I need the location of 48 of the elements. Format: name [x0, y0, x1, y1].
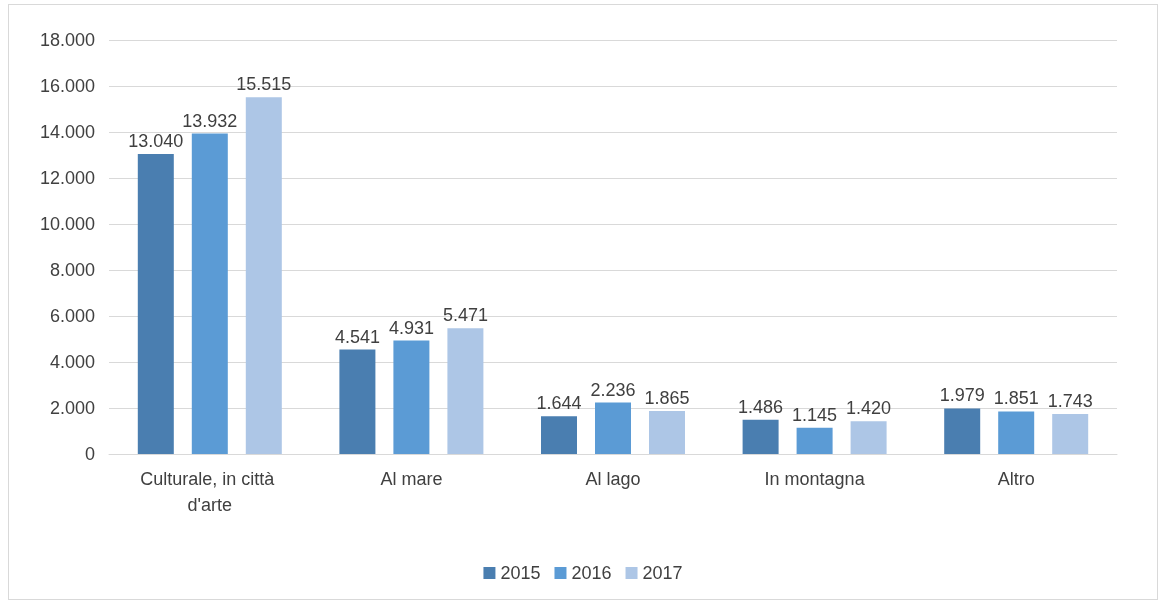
- bar: [850, 421, 887, 454]
- data-label: 1.644: [536, 393, 582, 414]
- legend-label: 2017: [642, 563, 683, 583]
- y-tick-label: 12.000: [39, 168, 95, 188]
- bar: [796, 427, 833, 454]
- bar: [541, 416, 577, 454]
- bar: [393, 340, 430, 454]
- y-tick-label: 14.000: [39, 122, 95, 142]
- bar: [245, 97, 282, 454]
- bar: [649, 411, 685, 454]
- y-tick-label: 2.000: [49, 398, 95, 418]
- bar: [447, 328, 484, 454]
- data-label: 5.471: [442, 305, 488, 326]
- x-tick-label: Al mare: [380, 469, 443, 489]
- y-tick-label: 0: [84, 444, 95, 464]
- bar: [998, 411, 1035, 454]
- bar: [742, 419, 779, 454]
- data-label: 13.040: [128, 131, 184, 152]
- data-label: 1.865: [644, 388, 690, 409]
- data-label: 1.486: [738, 396, 784, 417]
- y-tick-label: 10.000: [39, 214, 95, 234]
- bar: [191, 133, 228, 454]
- bar: [137, 154, 174, 454]
- x-tick-label: Al lago: [585, 469, 641, 489]
- bar: [944, 408, 981, 454]
- data-label: 2.236: [590, 379, 636, 400]
- y-tick-label: 6.000: [49, 306, 95, 326]
- data-label: 1.743: [1047, 390, 1093, 411]
- data-label: 13.932: [182, 110, 238, 131]
- data-label: 15.515: [236, 74, 292, 95]
- x-tick-label: Culturale, in città d'arte: [140, 469, 280, 515]
- bar: [595, 402, 631, 454]
- y-tick-label: 4.000: [49, 352, 95, 372]
- x-tick-label: In montagna: [764, 469, 866, 489]
- bar: [1052, 413, 1089, 454]
- data-label: 1.420: [846, 398, 892, 419]
- data-label: 1.851: [993, 388, 1039, 409]
- x-tick-label: Altro: [997, 469, 1035, 489]
- data-label: 4.541: [334, 326, 380, 347]
- legend-label: 2015: [500, 563, 541, 583]
- legend-label: 2016: [571, 563, 612, 583]
- y-tick-label: 8.000: [49, 260, 95, 280]
- y-tick-label: 16.000: [39, 76, 95, 96]
- bar: [339, 349, 376, 454]
- y-tick-label: 18.000: [39, 30, 95, 50]
- data-label: 1.145: [792, 404, 838, 425]
- data-label: 1.979: [939, 385, 985, 406]
- data-label: 4.931: [388, 317, 434, 338]
